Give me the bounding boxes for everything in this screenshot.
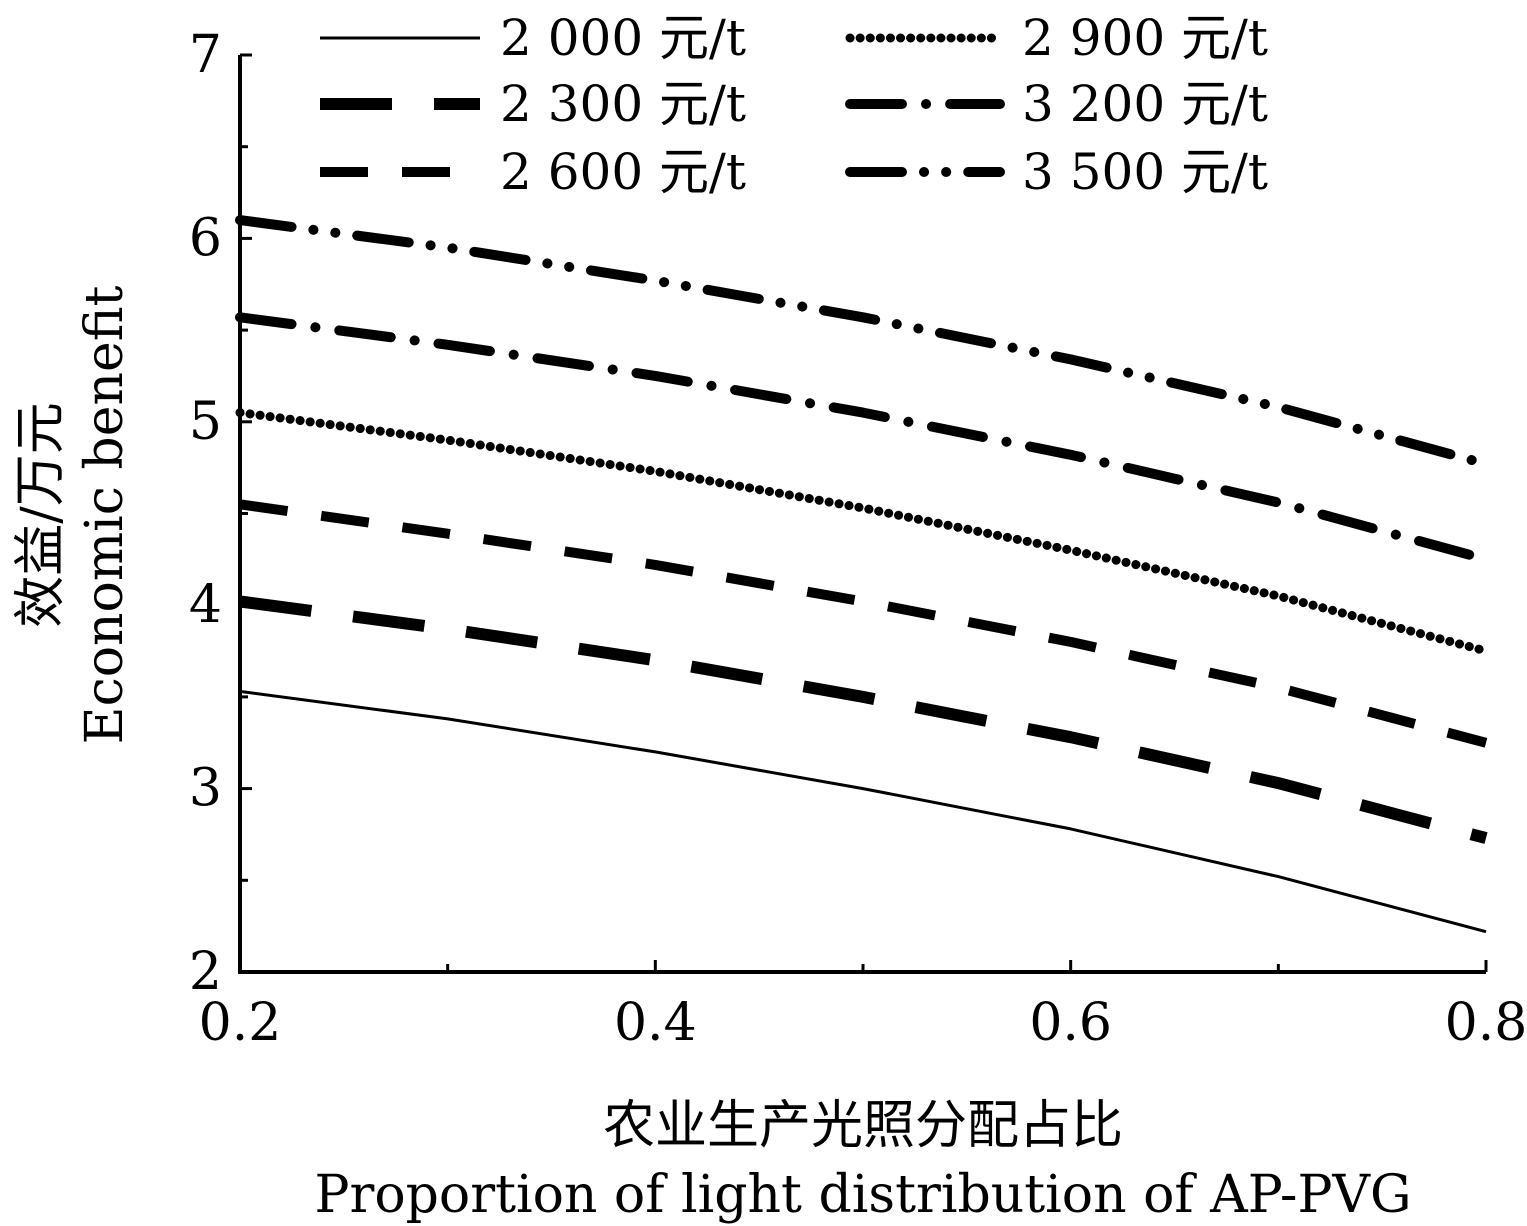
y-tick-label: 7 <box>189 25 222 85</box>
y-axis-title-en: Economic benefit <box>75 286 135 745</box>
series-line-1 <box>239 689 1487 934</box>
legend-label-2: 2 300 元/t <box>500 75 746 133</box>
series-line-3 <box>239 499 1488 748</box>
legend-label-6: 3 500 元/t <box>1022 143 1268 201</box>
x-tick-label: 0.6 <box>1029 993 1112 1053</box>
legend-label-1: 2 000 元/t <box>500 9 746 67</box>
y-tick-label: 6 <box>189 208 222 268</box>
y-tick-label: 4 <box>189 575 222 635</box>
y-axis-title-cn: 效益/万元 <box>11 402 71 628</box>
ticks: 2 3 4 5 6 7 0.2 0.4 0.6 0.8 <box>189 25 1527 1053</box>
series-line-6 <box>235 215 1491 469</box>
legend-label-3: 2 600 元/t <box>500 143 746 201</box>
x-tick-label: 0.8 <box>1445 993 1527 1053</box>
y-tick-label: 2 <box>189 942 222 1002</box>
legend-label-5: 3 200 元/t <box>1022 75 1268 133</box>
y-tick-label: 3 <box>189 759 222 819</box>
axes <box>238 55 1486 974</box>
x-tick-label: 0.4 <box>614 993 697 1053</box>
legend: 2 000 元/t 2 300 元/t 2 600 元/t 2 900 元/t 3 20… <box>320 9 1268 201</box>
series-line-4 <box>235 408 1491 656</box>
x-tick-label: 0.2 <box>199 993 282 1053</box>
x-axis-title-en: Proportion of light distribution of AP-P… <box>314 1165 1411 1225</box>
series-line-2 <box>239 595 1488 844</box>
legend-label-4: 2 900 元/t <box>1022 9 1268 67</box>
x-axis-title-cn: 农业生产光照分配占比 <box>603 1096 1123 1156</box>
series-layer <box>235 215 1491 934</box>
y-tick-label: 5 <box>189 392 222 452</box>
series-line-5 <box>235 312 1491 565</box>
